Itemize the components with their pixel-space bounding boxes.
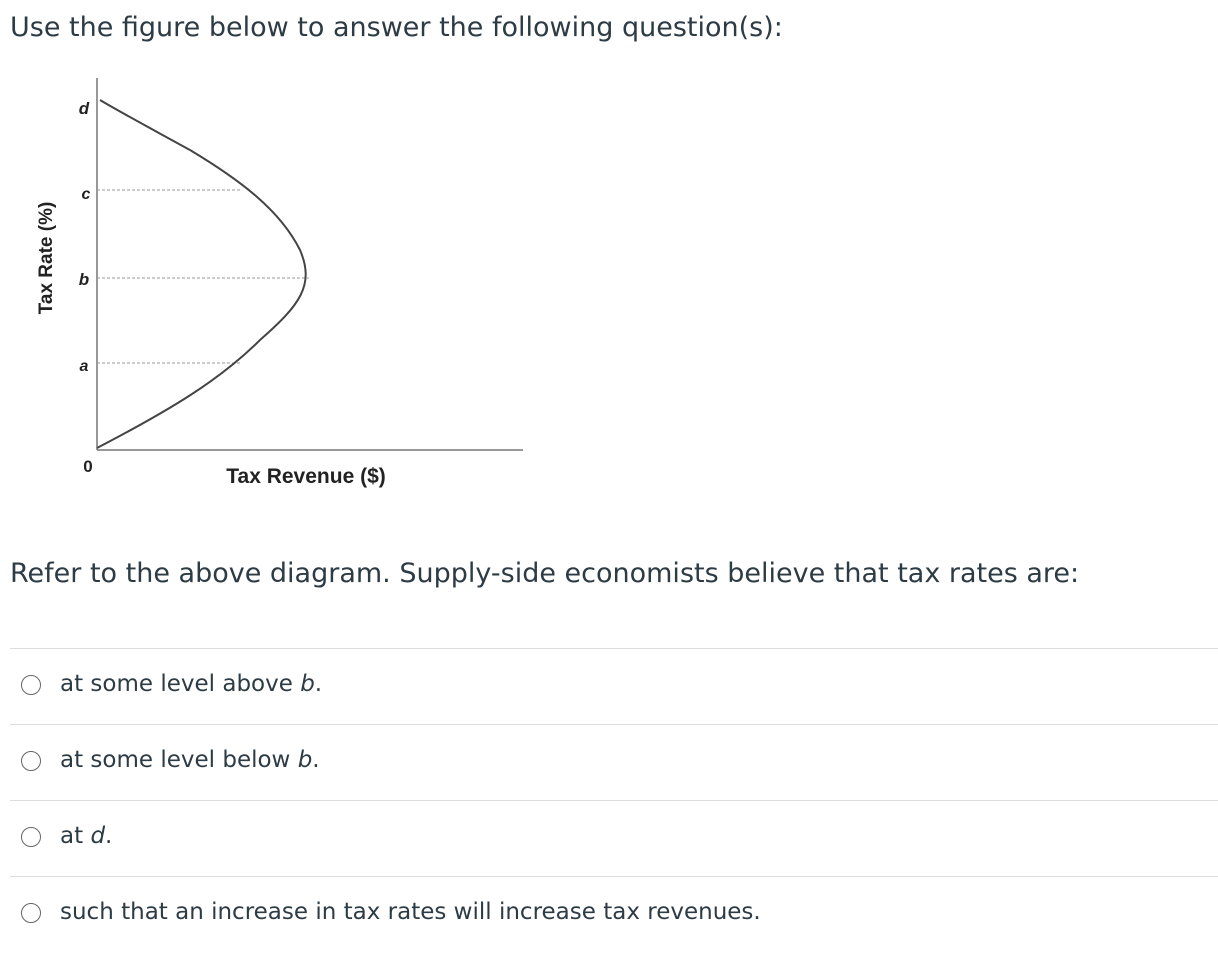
question: Refer to the above diagram. Supply-side … — [10, 558, 1080, 589]
option-text: . — [314, 671, 323, 697]
y-label: d — [79, 99, 90, 118]
origin-label: 0 — [83, 457, 92, 476]
option-label: at d. — [60, 823, 112, 849]
y-label: b — [79, 270, 89, 289]
x-axis-label: Tax Revenue ($) — [226, 465, 386, 488]
y-label: c — [82, 186, 91, 203]
option-text: at — [60, 823, 91, 849]
option-variable: d — [90, 823, 106, 849]
option[interactable]: at some level below b. — [10, 724, 1218, 801]
option-text: at some level below — [60, 747, 298, 773]
option[interactable]: such that an increase in tax rates will … — [10, 876, 1218, 953]
y-axis-label: Tax Rate (%) — [36, 202, 57, 315]
guides — [97, 189, 309, 364]
option-text: . — [105, 823, 113, 849]
radio-button[interactable] — [21, 675, 41, 695]
option[interactable]: at d. — [10, 800, 1218, 877]
radio-button[interactable] — [21, 903, 41, 923]
option-variable: b — [300, 671, 315, 697]
radio-button[interactable] — [21, 751, 41, 771]
option-text: such that an increase in tax rates will … — [60, 899, 761, 925]
option-text: . — [312, 747, 320, 773]
option-label: such that an increase in tax rates will … — [60, 899, 761, 925]
figure: d c b a 0 Tax Revenue ($) Tax Rate (%) — [36, 78, 523, 488]
option-text: at some level above — [60, 671, 301, 697]
option-label: at some level below b. — [60, 747, 320, 773]
y-label: a — [80, 358, 89, 375]
option-variable: b — [297, 747, 313, 773]
option-label: at some level above b. — [60, 671, 322, 697]
radio-button[interactable] — [21, 827, 41, 847]
intro: Use the figure below to answer the follo… — [10, 12, 783, 43]
option[interactable]: at some level above b. — [10, 648, 1218, 725]
laffer-curve — [96, 99, 307, 449]
